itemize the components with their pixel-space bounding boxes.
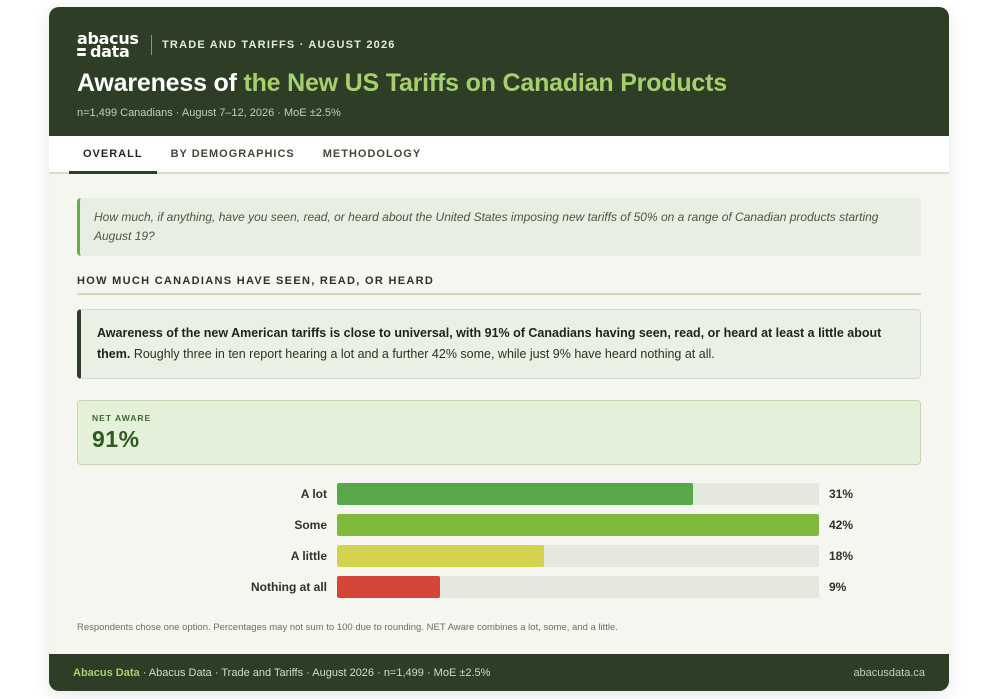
net-aware-value: 91%	[92, 426, 140, 452]
survey-info: n=1,499 Canadians · August 7–12, 2026 · …	[77, 107, 341, 119]
tab-by-demographics[interactable]: BY DEMOGRAPHICS	[170, 148, 295, 160]
logo-dots-icon	[77, 47, 86, 56]
footer: Abacus Data · Abacus Data · Trade and Ta…	[49, 654, 949, 691]
bar-category-label: Some	[294, 518, 327, 532]
bar-category-label: A lot	[300, 487, 327, 501]
key-finding-rest: Roughly three in ten report hearing a lo…	[130, 347, 715, 361]
bar-value-label: 18%	[829, 549, 854, 563]
bar-row: Nothing at all 9%	[77, 576, 921, 598]
bar-row: Some 42%	[77, 514, 921, 536]
footer-brand: Abacus Data	[73, 666, 140, 679]
bar-category-label: A little	[290, 549, 327, 563]
bar-track	[337, 514, 819, 536]
tab-overall[interactable]: OVERALL	[69, 136, 157, 174]
bar[interactable]	[337, 545, 544, 567]
page-title: Awareness of the New US Tariffs on Canad…	[77, 69, 921, 98]
report-kicker: TRADE AND TARIFFS · AUGUST 2026	[162, 39, 396, 51]
bar-track	[337, 545, 819, 567]
main-content: How much, if anything, have you seen, re…	[49, 174, 949, 633]
key-finding: Awareness of the new American tariffs is…	[77, 309, 921, 379]
title-prefix: Awareness of	[77, 69, 244, 97]
key-finding-bold: Awareness of the new American tariffs is…	[97, 326, 882, 361]
logo-line1: abacus	[77, 29, 139, 48]
survey-question: How much, if anything, have you seen, re…	[77, 198, 921, 256]
title-highlight: the New US Tariffs on Canadian Products	[243, 69, 727, 97]
footer-credits: Abacus Data · Abacus Data · Trade and Ta…	[73, 667, 490, 679]
section-heading: HOW MUCH CANADIANS HAVE SEEN, READ, OR H…	[77, 275, 921, 295]
chart-footnote: Respondents chose one option. Percentage…	[77, 622, 618, 633]
report-card: abacus data TRADE AND TARIFFS · AUGUST 2…	[49, 7, 949, 691]
bar-value-label: 42%	[829, 518, 854, 532]
bar[interactable]	[337, 576, 440, 598]
header: abacus data TRADE AND TARIFFS · AUGUST 2…	[49, 7, 949, 136]
footer-website-link[interactable]: abacusdata.ca	[853, 666, 925, 679]
tab-methodology[interactable]: METHODOLOGY	[322, 148, 422, 160]
footer-details: · Abacus Data · Trade and Tariffs · Augu…	[139, 666, 491, 679]
bar-value-label: 31%	[829, 487, 854, 501]
bar-row: A little 18%	[77, 545, 921, 567]
awareness-bar-chart: A lot 31% Some 42% A little 18% Nothing at all…	[77, 483, 921, 603]
bar-row: A lot 31%	[77, 483, 921, 505]
bar[interactable]	[337, 483, 693, 505]
abacus-logo[interactable]: abacus data	[77, 29, 143, 61]
tab-bar: OVERALL BY DEMOGRAPHICS METHODOLOGY	[49, 136, 949, 174]
brand-row: abacus data TRADE AND TARIFFS · AUGUST 2…	[77, 29, 921, 61]
bar-value-label: 9%	[829, 580, 847, 594]
bar-category-label: Nothing at all	[251, 580, 327, 594]
logo-line2: data	[90, 42, 130, 61]
bar-track	[337, 576, 819, 598]
bar[interactable]	[337, 514, 819, 536]
brand-divider	[151, 35, 152, 55]
net-aware-label: NET AWARE	[92, 413, 152, 423]
net-aware-box: NET AWARE 91%	[77, 400, 921, 465]
bar-track	[337, 483, 819, 505]
